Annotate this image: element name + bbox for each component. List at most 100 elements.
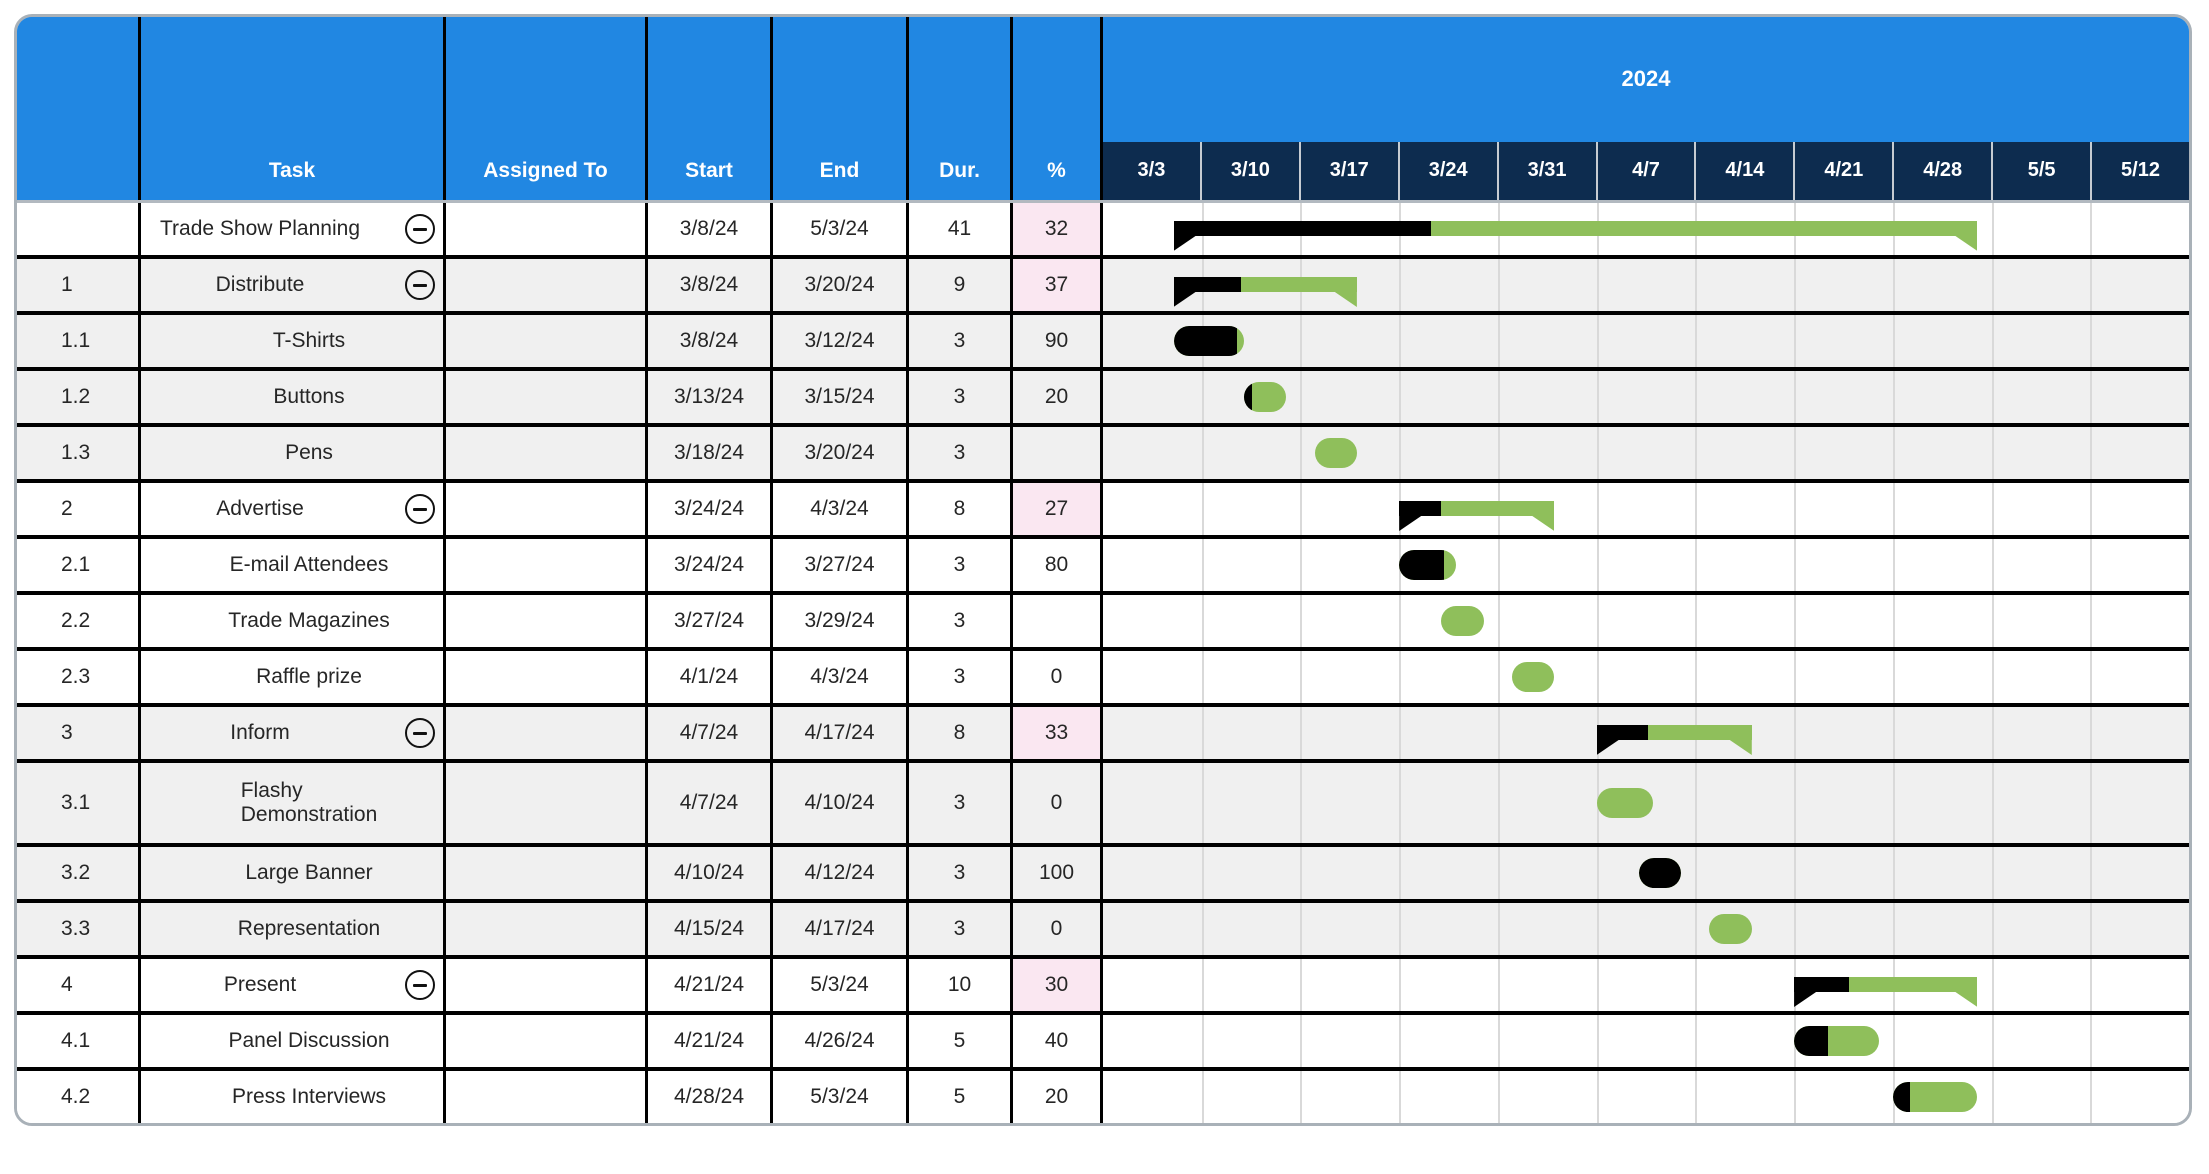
duration-cell[interactable]: 5 (909, 1071, 1013, 1123)
end-date-cell[interactable]: 5/3/24 (773, 203, 909, 255)
duration-cell[interactable]: 3 (909, 847, 1013, 899)
end-date-cell[interactable]: 3/20/24 (773, 259, 909, 311)
task-gantt-bar[interactable] (1794, 1026, 1879, 1056)
task-gantt-bar[interactable] (1399, 550, 1456, 580)
assigned-to-cell[interactable] (446, 539, 648, 591)
percent-complete-cell[interactable]: 20 (1013, 371, 1103, 423)
end-date-cell[interactable]: 3/27/24 (773, 539, 909, 591)
end-date-cell[interactable]: 4/3/24 (773, 651, 909, 703)
assigned-to-cell[interactable] (446, 203, 648, 255)
task-gantt-bar[interactable] (1314, 438, 1357, 468)
assigned-to-cell[interactable] (446, 427, 648, 479)
assigned-to-cell[interactable] (446, 651, 648, 703)
assigned-to-cell[interactable] (446, 959, 648, 1011)
assigned-to-cell[interactable] (446, 595, 648, 647)
percent-complete-cell[interactable]: 37 (1013, 259, 1103, 311)
task-cell[interactable]: Raffle prize (141, 651, 446, 703)
task-cell[interactable]: Panel Discussion (141, 1015, 446, 1067)
start-date-cell[interactable]: 3/18/24 (648, 427, 773, 479)
end-date-cell[interactable]: 4/10/24 (773, 763, 909, 843)
row-id-cell[interactable]: 2 (17, 483, 141, 535)
task-gantt-bar[interactable] (1892, 1082, 1978, 1112)
task-cell[interactable]: Representation (141, 903, 446, 955)
summary-gantt-bar[interactable] (1173, 221, 1978, 251)
summary-gantt-bar[interactable] (1596, 725, 1752, 755)
duration-cell[interactable]: 3 (909, 763, 1013, 843)
row-id-cell[interactable]: 1 (17, 259, 141, 311)
duration-cell[interactable]: 3 (909, 427, 1013, 479)
assigned-to-cell[interactable] (446, 1015, 648, 1067)
minus-circle-icon[interactable] (405, 270, 435, 300)
duration-cell[interactable]: 8 (909, 707, 1013, 759)
duration-cell[interactable]: 5 (909, 1015, 1013, 1067)
task-cell[interactable]: Large Banner (141, 847, 446, 899)
end-date-cell[interactable]: 4/17/24 (773, 903, 909, 955)
assigned-to-cell[interactable] (446, 483, 648, 535)
start-date-cell[interactable]: 3/24/24 (648, 539, 773, 591)
start-date-cell[interactable]: 4/21/24 (648, 959, 773, 1011)
start-date-cell[interactable]: 4/10/24 (648, 847, 773, 899)
end-date-cell[interactable]: 4/3/24 (773, 483, 909, 535)
percent-complete-cell[interactable]: 32 (1013, 203, 1103, 255)
percent-complete-cell[interactable]: 90 (1013, 315, 1103, 367)
percent-complete-cell[interactable] (1013, 427, 1103, 479)
percent-complete-cell[interactable]: 27 (1013, 483, 1103, 535)
row-id-cell[interactable]: 4.2 (17, 1071, 141, 1123)
percent-complete-cell[interactable]: 33 (1013, 707, 1103, 759)
percent-complete-cell[interactable]: 20 (1013, 1071, 1103, 1123)
assigned-to-cell[interactable] (446, 259, 648, 311)
task-cell[interactable]: E-mail Attendees (141, 539, 446, 591)
task-cell[interactable]: Advertise (141, 483, 446, 535)
minus-circle-icon[interactable] (405, 214, 435, 244)
end-date-cell[interactable]: 3/12/24 (773, 315, 909, 367)
start-date-cell[interactable]: 3/13/24 (648, 371, 773, 423)
duration-cell[interactable]: 3 (909, 651, 1013, 703)
start-date-cell[interactable]: 3/8/24 (648, 315, 773, 367)
minus-circle-icon[interactable] (405, 970, 435, 1000)
row-id-cell[interactable]: 3.2 (17, 847, 141, 899)
percent-complete-cell[interactable]: 40 (1013, 1015, 1103, 1067)
start-date-cell[interactable]: 4/28/24 (648, 1071, 773, 1123)
start-date-cell[interactable]: 3/27/24 (648, 595, 773, 647)
row-id-cell[interactable]: 3 (17, 707, 141, 759)
duration-cell[interactable]: 10 (909, 959, 1013, 1011)
end-date-cell[interactable]: 5/3/24 (773, 959, 909, 1011)
percent-complete-cell[interactable] (1013, 595, 1103, 647)
row-id-cell[interactable]: 2.3 (17, 651, 141, 703)
start-date-cell[interactable]: 4/21/24 (648, 1015, 773, 1067)
row-id-cell[interactable]: 4 (17, 959, 141, 1011)
task-cell[interactable]: Press Interviews (141, 1071, 446, 1123)
task-gantt-bar[interactable] (1441, 606, 1484, 636)
task-gantt-bar[interactable] (1244, 382, 1287, 412)
assigned-to-cell[interactable] (446, 847, 648, 899)
start-date-cell[interactable]: 4/7/24 (648, 763, 773, 843)
row-id-cell[interactable]: 4.1 (17, 1015, 141, 1067)
assigned-to-cell[interactable] (446, 763, 648, 843)
percent-complete-cell[interactable]: 0 (1013, 903, 1103, 955)
percent-complete-cell[interactable]: 80 (1013, 539, 1103, 591)
duration-cell[interactable]: 8 (909, 483, 1013, 535)
task-cell[interactable]: Flashy Demonstration (141, 763, 446, 843)
row-id-cell[interactable]: 1.3 (17, 427, 141, 479)
percent-complete-cell[interactable]: 0 (1013, 763, 1103, 843)
row-id-cell[interactable]: 3.3 (17, 903, 141, 955)
duration-cell[interactable]: 3 (909, 903, 1013, 955)
task-cell[interactable]: Distribute (141, 259, 446, 311)
end-date-cell[interactable]: 3/15/24 (773, 371, 909, 423)
assigned-to-cell[interactable] (446, 707, 648, 759)
duration-cell[interactable]: 9 (909, 259, 1013, 311)
row-id-cell[interactable]: 1.2 (17, 371, 141, 423)
end-date-cell[interactable]: 5/3/24 (773, 1071, 909, 1123)
duration-cell[interactable]: 41 (909, 203, 1013, 255)
task-cell[interactable]: Inform (141, 707, 446, 759)
assigned-to-cell[interactable] (446, 371, 648, 423)
start-date-cell[interactable]: 4/1/24 (648, 651, 773, 703)
assigned-to-cell[interactable] (446, 1071, 648, 1123)
task-cell[interactable]: Pens (141, 427, 446, 479)
minus-circle-icon[interactable] (405, 494, 435, 524)
row-id-cell[interactable]: 2.2 (17, 595, 141, 647)
task-cell[interactable]: T-Shirts (141, 315, 446, 367)
assigned-to-cell[interactable] (446, 903, 648, 955)
duration-cell[interactable]: 3 (909, 371, 1013, 423)
percent-complete-cell[interactable]: 30 (1013, 959, 1103, 1011)
